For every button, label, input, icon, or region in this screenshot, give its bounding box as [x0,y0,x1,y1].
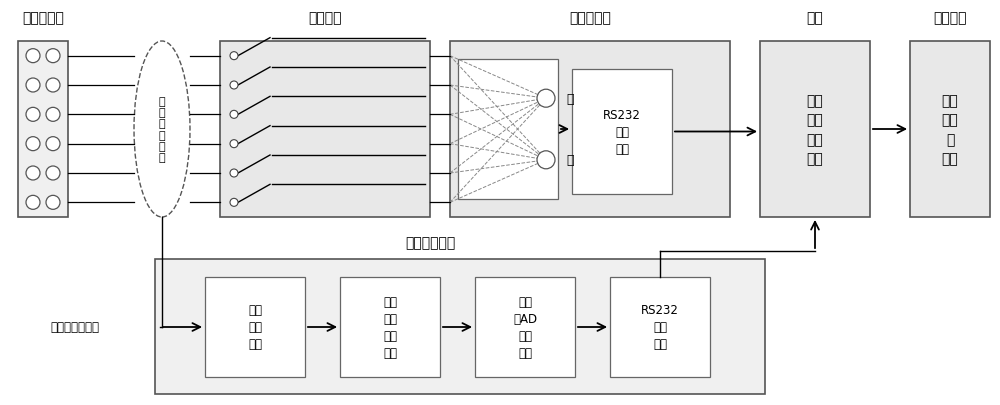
Circle shape [26,196,40,210]
Circle shape [26,166,40,181]
Circle shape [230,140,238,148]
Circle shape [230,111,238,119]
Bar [475,277,575,377]
Circle shape [26,108,40,122]
Circle shape [46,137,60,151]
Circle shape [26,137,40,151]
Text: 长度、规格型号: 长度、规格型号 [50,321,99,334]
Circle shape [230,53,238,60]
Circle shape [46,166,60,181]
Circle shape [26,79,40,93]
Text: 高精
度AD
采集
单元: 高精 度AD 采集 单元 [513,295,537,359]
Bar [18,42,68,217]
Text: 开关矩阵: 开关矩阵 [308,11,342,25]
Circle shape [46,196,60,210]
Text: 主机: 主机 [807,11,823,25]
Circle shape [46,49,60,64]
Bar [450,42,730,217]
Text: 测试
结果
及
判据: 测试 结果 及 判据 [942,94,958,166]
Bar [458,60,558,200]
Circle shape [230,82,238,90]
Circle shape [230,199,238,207]
Bar [910,42,990,217]
Text: 数据
处理
存储
单元: 数据 处理 存储 单元 [383,295,397,359]
Bar [220,42,430,217]
Text: 阻抗测试仪: 阻抗测试仪 [569,11,611,25]
Circle shape [537,90,555,108]
Bar [340,277,440,377]
Text: 数据
处理
文件
保存: 数据 处理 文件 保存 [807,94,823,166]
Text: RS232
串口
通讯: RS232 串口 通讯 [641,304,679,351]
Circle shape [537,151,555,169]
Bar [610,277,710,377]
Text: 长
线
测
试
电
缆: 长 线 测 试 电 缆 [159,97,165,162]
Bar [205,277,305,377]
Bar [572,70,672,194]
Circle shape [230,170,238,177]
Text: 参数
输入
界面: 参数 输入 界面 [248,304,262,351]
Circle shape [46,108,60,122]
Text: RS232
串口
通讯: RS232 串口 通讯 [603,109,641,156]
Text: 显示界面: 显示界面 [933,11,967,25]
Ellipse shape [134,42,190,217]
Circle shape [46,79,60,93]
Text: 红: 红 [566,92,574,105]
Text: 补偿校正电路: 补偿校正电路 [405,235,455,249]
Circle shape [26,49,40,64]
Text: 黑: 黑 [566,154,574,167]
Text: 对外接插件: 对外接插件 [22,11,64,25]
Bar [155,259,765,394]
Bar [760,42,870,217]
